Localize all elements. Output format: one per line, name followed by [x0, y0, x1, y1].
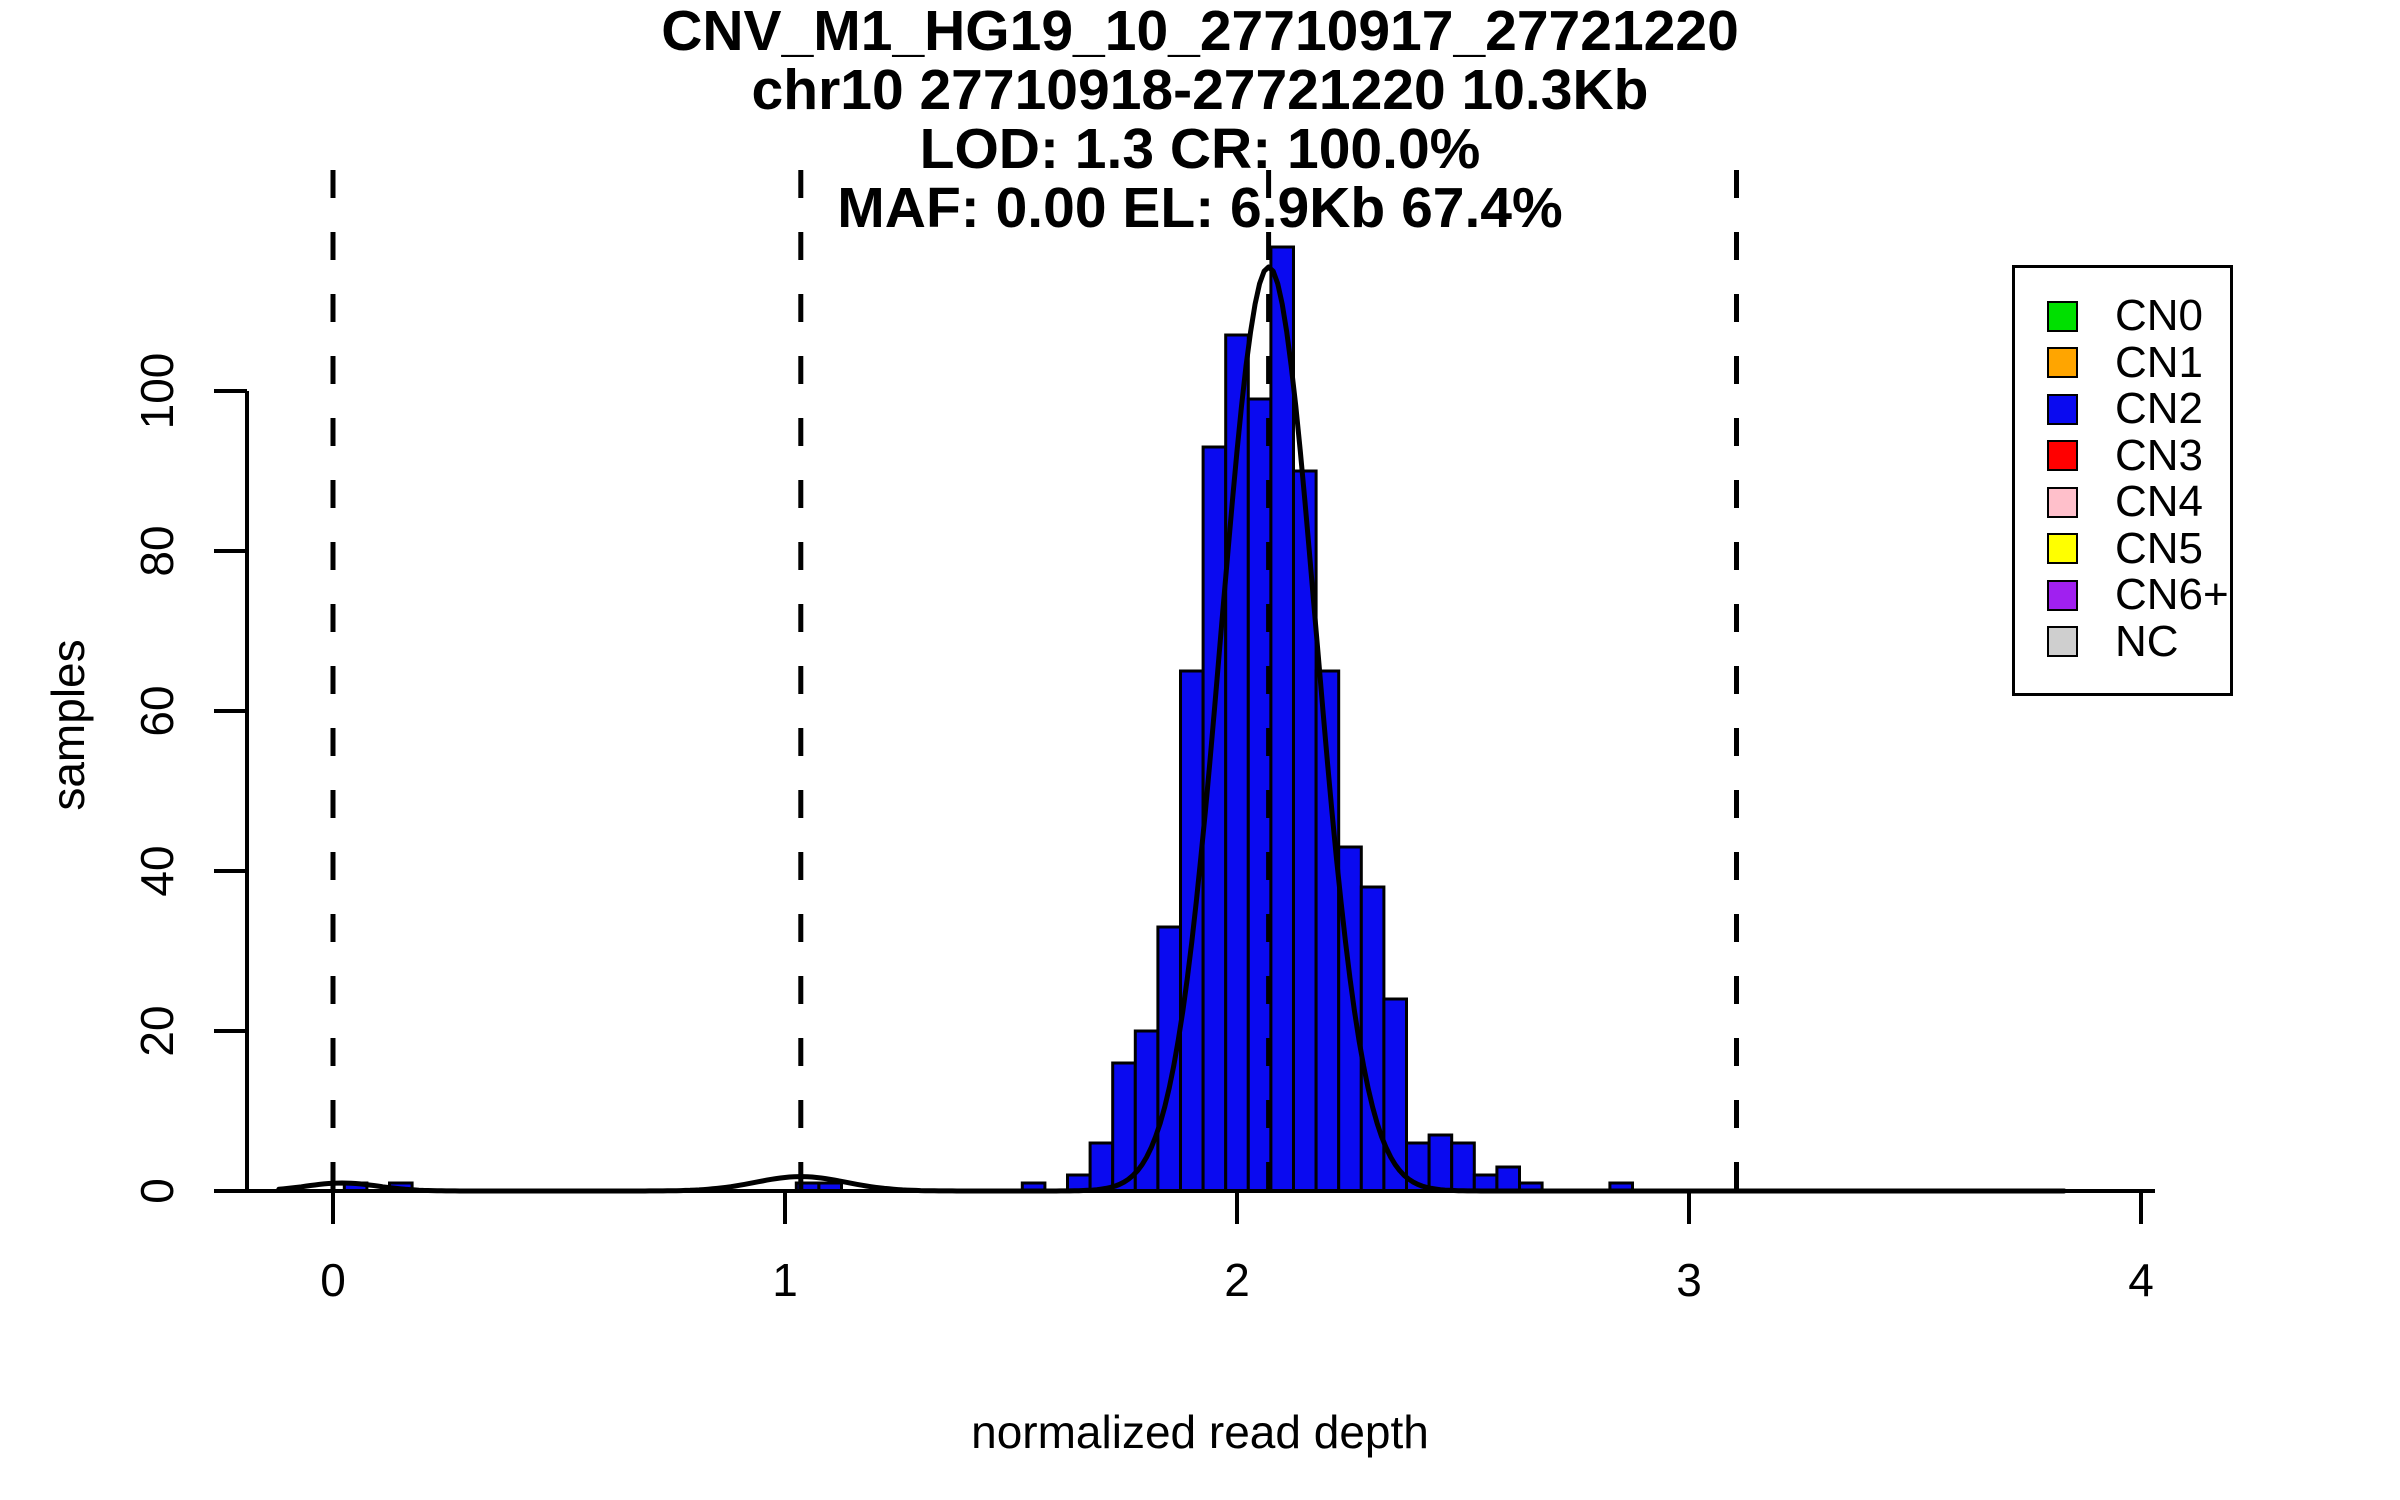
y-tick-label: 80 — [131, 525, 183, 576]
legend-swatch-CN3 — [2047, 440, 2078, 472]
y-tick-label: 0 — [131, 1178, 183, 1204]
legend-item-CN5: CN5 — [2015, 526, 2230, 573]
title-line-2: chr10 27710918-27721220 10.3Kb — [751, 58, 1649, 122]
legend-item-CN0: CN0 — [2015, 293, 2230, 340]
legend-item-CN6plus: CN6+ — [2015, 572, 2230, 619]
legend-swatch-CN5 — [2047, 533, 2078, 565]
histogram-bar — [1269, 245, 1296, 1193]
legend-label: CN1 — [2115, 337, 2204, 387]
y-tick-label: 60 — [131, 685, 183, 736]
legend-label: CN3 — [2115, 430, 2204, 480]
x-tick-label: 2 — [1224, 1254, 1250, 1306]
legend-label: CN0 — [2115, 291, 2204, 341]
y-tick-label: 100 — [131, 353, 183, 430]
legend-item-CN3: CN3 — [2015, 433, 2230, 480]
legend-label: CN4 — [2115, 477, 2204, 527]
legend-item-CN4: CN4 — [2015, 479, 2230, 526]
legend-swatch-NC — [2047, 626, 2078, 658]
legend-label: CN6+ — [2115, 570, 2229, 620]
histogram-bar — [1495, 1165, 1522, 1193]
y-tick-label: 40 — [131, 845, 183, 896]
legend-swatch-CN2 — [2047, 393, 2078, 425]
legend-item-CN1: CN1 — [2015, 340, 2230, 387]
y-axis-title: samples — [42, 639, 94, 811]
title-line-4: MAF: 0.00 EL: 6.9Kb 67.4% — [837, 176, 1563, 240]
legend-label: CN5 — [2115, 523, 2204, 573]
x-tick-label: 1 — [772, 1254, 798, 1306]
histogram-bar — [1111, 1061, 1137, 1193]
legend-item-NC: NC — [2015, 619, 2230, 666]
legend-swatch-CN4 — [2047, 486, 2078, 518]
histogram-bar — [1427, 1133, 1454, 1193]
histogram-bar — [1450, 1141, 1476, 1193]
x-axis-title: normalized read depth — [971, 1406, 1429, 1458]
x-tick-label: 0 — [320, 1254, 346, 1306]
y-tick-label: 20 — [131, 1005, 183, 1056]
legend-item-CN2: CN2 — [2015, 386, 2230, 433]
figure-title-block: CNV_M1_HG19_10_27710917_27721220 chr10 2… — [0, 2, 2400, 238]
legend-label: NC — [2115, 616, 2179, 666]
x-tick-label: 3 — [1676, 1254, 1702, 1306]
legend-swatch-CN0 — [2047, 300, 2078, 332]
title-line-3: LOD: 1.3 CR: 100.0% — [919, 117, 1481, 181]
legend-swatch-CN6plus — [2047, 579, 2078, 611]
legend: CN0 CN1 CN2 CN3 CN4 CN5 CN6+ NC — [2012, 265, 2233, 696]
histogram-bar — [1088, 1141, 1115, 1193]
legend-swatch-CN1 — [2047, 347, 2078, 379]
title-line-1: CNV_M1_HG19_10_27710917_27721220 — [661, 0, 1739, 63]
x-tick-label: 4 — [2128, 1254, 2154, 1306]
legend-label: CN2 — [2115, 384, 2204, 434]
histogram-bar — [1359, 885, 1386, 1193]
